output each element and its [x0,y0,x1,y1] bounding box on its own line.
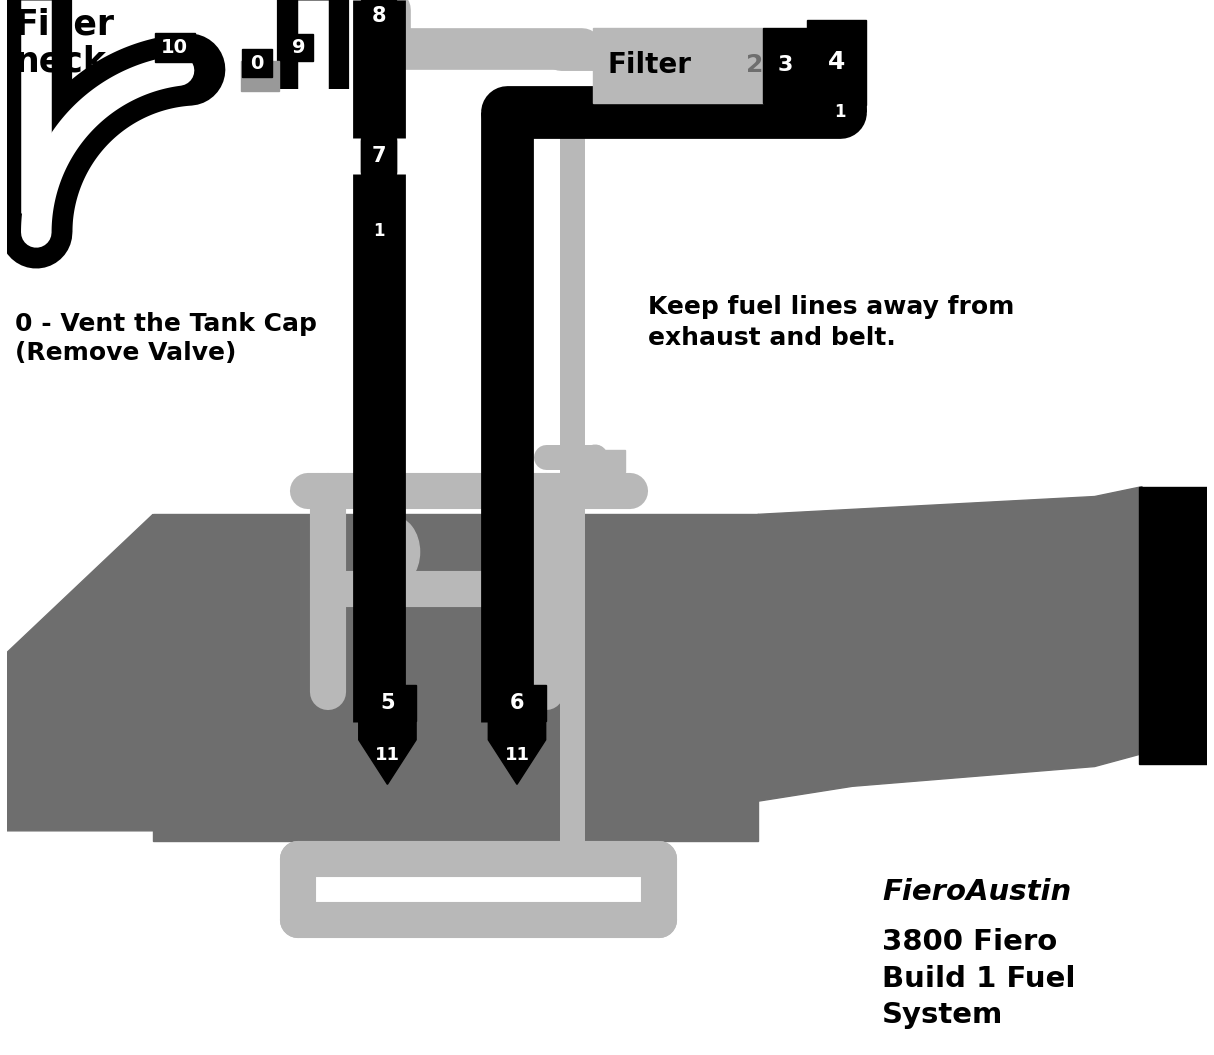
Ellipse shape [365,516,420,588]
Bar [359,686,416,721]
Polygon shape [488,721,545,784]
Bar [155,33,194,62]
Text: Filler
neck: Filler neck [15,8,114,79]
Bar [807,20,866,104]
Bar [764,27,807,103]
Bar [1139,486,1208,764]
Text: 1: 1 [373,223,385,241]
Text: 6: 6 [510,693,524,713]
Text: 0 - Vent the Tank Cap
(Remove Valve): 0 - Vent the Tank Cap (Remove Valve) [15,311,317,365]
Bar [242,50,272,77]
Text: 3800 Fiero
Build 1 Fuel
System: 3800 Fiero Build 1 Fuel System [881,927,1076,1030]
Polygon shape [759,486,1142,801]
Text: 8: 8 [371,6,386,25]
Polygon shape [359,721,416,784]
Bar [361,138,396,174]
Text: 5: 5 [380,693,395,713]
Text: 0: 0 [250,54,263,73]
Text: 1: 1 [835,102,846,120]
Bar [368,220,390,243]
Bar [153,515,759,841]
Text: 10: 10 [161,38,188,57]
Text: Filter: Filter [608,52,692,79]
Polygon shape [6,515,153,831]
Bar [361,140,396,172]
Bar [594,27,764,103]
Text: 2: 2 [747,54,764,77]
Text: 3: 3 [777,55,793,75]
Bar [595,450,625,472]
Bar [284,34,313,61]
Bar [488,686,545,721]
Text: Keep fuel lines away from
exhaust and belt.: Keep fuel lines away from exhaust and be… [647,294,1014,350]
Text: 9: 9 [291,38,305,57]
Bar [242,61,279,91]
Text: 7: 7 [371,147,386,167]
Text: 11: 11 [505,746,529,764]
Bar [361,0,396,32]
Text: FieroAustin: FieroAustin [881,879,1071,906]
Text: 4: 4 [828,51,845,74]
Bar [829,100,852,123]
Text: 11: 11 [375,746,399,764]
